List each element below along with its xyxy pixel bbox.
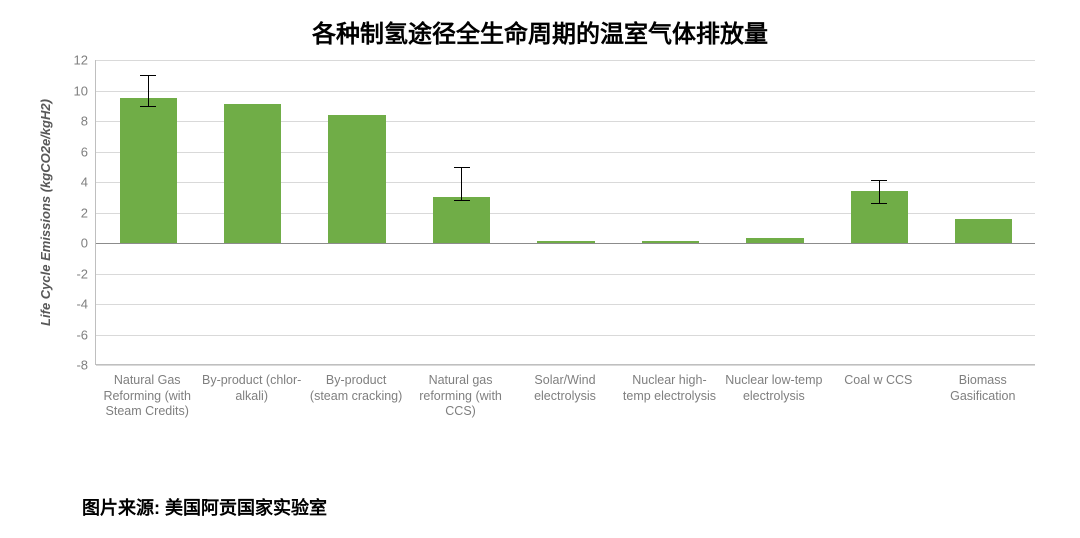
zero-line xyxy=(96,243,1035,244)
bar xyxy=(120,98,177,243)
y-tick-label: 8 xyxy=(81,114,96,129)
gridline xyxy=(96,304,1035,305)
x-category-label: Nuclear low-temp electrolysis xyxy=(724,373,824,404)
x-category-label: Biomass Gasification xyxy=(933,373,1033,404)
bar xyxy=(537,241,594,243)
y-tick-label: 0 xyxy=(81,236,96,251)
gridline xyxy=(96,335,1035,336)
error-cap xyxy=(454,167,470,168)
x-category-label: Solar/Wind electrolysis xyxy=(515,373,615,404)
y-tick-label: -8 xyxy=(76,358,96,373)
bar xyxy=(746,238,803,243)
x-category-label: By-product (steam cracking) xyxy=(306,373,406,404)
error-cap xyxy=(871,203,887,204)
error-cap xyxy=(140,106,156,107)
gridline xyxy=(96,274,1035,275)
gridline xyxy=(96,60,1035,61)
error-bar xyxy=(461,167,462,201)
y-tick-label: -4 xyxy=(76,297,96,312)
y-tick-label: -6 xyxy=(76,327,96,342)
bar xyxy=(328,115,385,243)
y-tick-label: 12 xyxy=(74,53,96,68)
x-category-label: Nuclear high-temp electrolysis xyxy=(619,373,719,404)
source-caption: 图片来源: 美国阿贡国家实验室 xyxy=(82,494,327,520)
y-axis-label: Life Cycle Emissions (kgCO2e/kgH2) xyxy=(38,60,53,365)
bar xyxy=(955,219,1012,243)
error-cap xyxy=(871,180,887,181)
chart-title: 各种制氢途径全生命周期的温室气体排放量 xyxy=(0,14,1080,49)
error-cap xyxy=(454,200,470,201)
x-category-label: Natural Gas Reforming (with Steam Credit… xyxy=(97,373,197,420)
x-category-label: By-product (chlor-alkali) xyxy=(202,373,302,404)
x-category-label: Natural gas reforming (with CCS) xyxy=(411,373,511,420)
y-tick-label: 4 xyxy=(81,175,96,190)
error-bar xyxy=(148,75,149,106)
y-tick-label: 10 xyxy=(74,83,96,98)
plot-area: -8-6-4-2024681012 xyxy=(95,60,1035,365)
gridline xyxy=(96,91,1035,92)
y-tick-label: 6 xyxy=(81,144,96,159)
bar xyxy=(224,104,281,243)
x-category-label: Coal w CCS xyxy=(828,373,928,389)
gridline xyxy=(96,365,1035,366)
error-bar xyxy=(879,180,880,203)
bar xyxy=(433,197,490,243)
bar xyxy=(642,241,699,243)
error-cap xyxy=(140,75,156,76)
y-tick-label: -2 xyxy=(76,266,96,281)
y-tick-label: 2 xyxy=(81,205,96,220)
